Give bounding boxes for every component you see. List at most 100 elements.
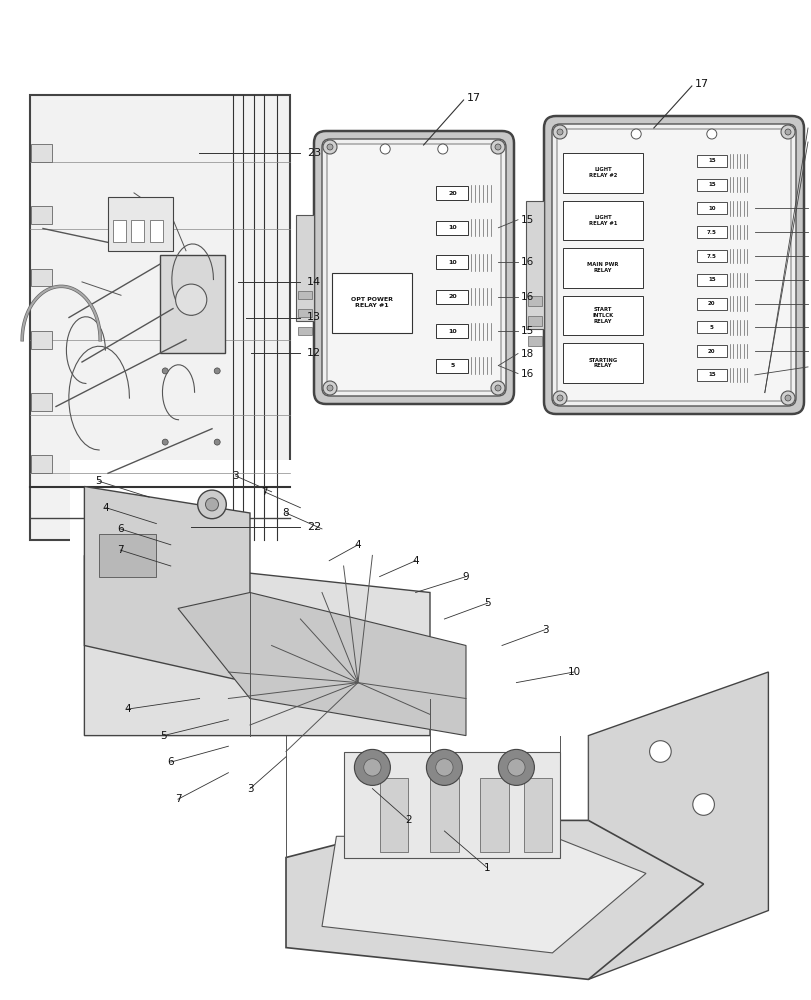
FancyBboxPatch shape (327, 144, 500, 391)
Circle shape (630, 129, 641, 139)
Text: 16: 16 (521, 369, 534, 379)
Bar (298, 309, 311, 317)
Circle shape (380, 144, 390, 154)
Text: 15: 15 (810, 346, 811, 356)
Text: 7.5: 7.5 (706, 230, 716, 235)
Circle shape (784, 129, 790, 135)
Text: 15: 15 (707, 372, 714, 377)
Text: 17: 17 (466, 93, 480, 103)
Circle shape (495, 385, 500, 391)
Circle shape (197, 490, 226, 519)
Text: 15: 15 (521, 215, 534, 225)
Bar (31, 331, 52, 349)
Circle shape (426, 749, 461, 785)
Text: 20: 20 (809, 123, 811, 133)
Bar (379, 778, 408, 852)
Bar (562, 248, 642, 288)
Circle shape (162, 368, 168, 374)
Bar (562, 343, 642, 383)
FancyBboxPatch shape (543, 116, 803, 414)
Text: 4: 4 (102, 503, 109, 513)
Bar (527, 316, 541, 326)
Text: 18: 18 (810, 362, 811, 372)
Bar (436, 221, 468, 235)
Text: 21: 21 (810, 275, 811, 285)
Bar (696, 321, 726, 333)
Text: 8: 8 (282, 508, 289, 518)
Bar (562, 296, 642, 335)
Circle shape (354, 749, 390, 785)
Bar (31, 144, 52, 162)
Bar (696, 155, 726, 167)
Text: OPT POWER
RELAY #1: OPT POWER RELAY #1 (350, 297, 393, 308)
Bar (296, 215, 314, 320)
Polygon shape (84, 555, 430, 736)
Bar (160, 255, 225, 353)
Circle shape (706, 129, 716, 139)
Text: LIGHT
RELAY #1: LIGHT RELAY #1 (588, 215, 616, 226)
Bar (696, 179, 726, 191)
Text: 7: 7 (174, 794, 181, 804)
Text: 5: 5 (449, 363, 454, 368)
Bar (70, 460, 789, 990)
Circle shape (692, 794, 714, 815)
Text: LIGHT
RELAY #2: LIGHT RELAY #2 (588, 167, 616, 178)
Text: 5: 5 (160, 731, 167, 741)
Text: 2: 2 (405, 815, 411, 825)
Bar (436, 359, 468, 373)
Polygon shape (84, 487, 250, 683)
Bar (696, 345, 726, 357)
Bar (562, 153, 642, 193)
Text: 5: 5 (709, 325, 713, 330)
Circle shape (214, 368, 220, 374)
Bar (696, 274, 726, 286)
Text: 10: 10 (707, 206, 714, 211)
Text: 10: 10 (448, 260, 456, 265)
Text: 14: 14 (307, 277, 320, 287)
Text: 5: 5 (483, 598, 491, 608)
Bar (436, 290, 468, 304)
Text: 1: 1 (483, 863, 491, 873)
Text: 21: 21 (810, 299, 811, 309)
Bar (527, 296, 541, 306)
Text: 15: 15 (707, 182, 714, 187)
Text: 7.5: 7.5 (706, 254, 716, 259)
Bar (436, 255, 468, 269)
Bar (696, 250, 726, 262)
Polygon shape (343, 752, 559, 857)
Bar (298, 327, 311, 335)
Circle shape (175, 284, 207, 315)
Circle shape (327, 385, 333, 391)
Bar (526, 201, 543, 329)
Circle shape (784, 395, 790, 401)
Circle shape (491, 381, 504, 395)
Text: 20: 20 (448, 294, 456, 299)
Text: 19: 19 (810, 322, 811, 332)
Bar (31, 393, 52, 411)
Bar (562, 201, 642, 240)
Bar (131, 220, 144, 242)
Text: 19: 19 (809, 137, 811, 147)
Text: 10: 10 (567, 667, 580, 677)
Bar (523, 778, 551, 852)
Text: 22: 22 (307, 522, 321, 532)
Text: 9: 9 (462, 572, 469, 582)
Circle shape (363, 759, 380, 776)
Text: 18: 18 (521, 349, 534, 359)
Text: 23: 23 (307, 148, 320, 158)
Text: 13: 13 (307, 312, 320, 322)
Circle shape (491, 140, 504, 154)
FancyBboxPatch shape (556, 129, 790, 401)
Text: 4: 4 (124, 704, 131, 714)
FancyBboxPatch shape (322, 139, 505, 396)
Circle shape (323, 381, 337, 395)
Bar (696, 226, 726, 238)
Circle shape (162, 439, 168, 445)
Polygon shape (322, 836, 646, 953)
Circle shape (205, 498, 218, 511)
Bar (430, 778, 458, 852)
Circle shape (552, 391, 566, 405)
Circle shape (498, 749, 534, 785)
Circle shape (556, 395, 562, 401)
Circle shape (556, 129, 562, 135)
